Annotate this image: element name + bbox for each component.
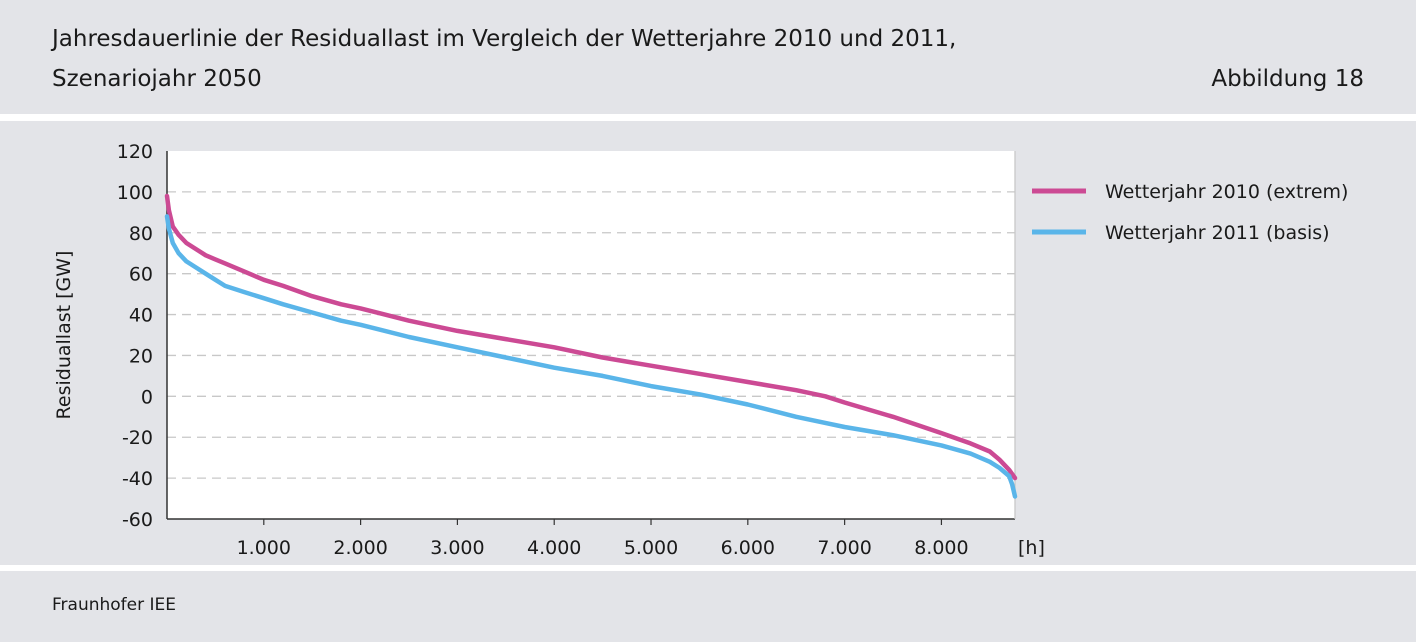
- footer-panel: Fraunhofer IEE: [0, 571, 1416, 642]
- y-tick-label: 40: [129, 305, 153, 327]
- x-tick-label: 7.000: [817, 537, 871, 559]
- chart-svg: 120 100 80 60 40 20 0 -20 -40 -60 1.000 2.000 3.000…: [53, 141, 1348, 559]
- series-lines: [164, 193, 1018, 499]
- y-tick-label: 20: [129, 345, 153, 367]
- y-tick-label: -60: [122, 509, 153, 531]
- chart-title-line-2: Szenariojahr 2050: [52, 66, 262, 92]
- x-tick-label: 1.000: [237, 537, 291, 559]
- x-tick-label: 5.000: [624, 537, 678, 559]
- axes: [166, 151, 1016, 525]
- series-line-1: [164, 214, 1018, 499]
- y-tick-label: -40: [122, 468, 153, 490]
- x-tick-label: 8.000: [914, 537, 968, 559]
- x-tick-label: 4.000: [527, 537, 581, 559]
- x-tick-label: 6.000: [721, 537, 775, 559]
- y-tick-labels: 120 100 80 60 40 20 0 -20 -40 -60: [117, 141, 153, 531]
- header-panel: Jahresdauerlinie der Residuallast im Ver…: [0, 0, 1416, 114]
- x-tick-label: 3.000: [430, 537, 484, 559]
- y-tick-label: 120: [117, 141, 153, 163]
- legend-label-2011: Wetterjahr 2011 (basis): [1105, 222, 1330, 244]
- series-line-0: [164, 193, 1018, 481]
- y-tick-label: 80: [129, 223, 153, 245]
- chart-title-line-1: Jahresdauerlinie der Residuallast im Ver…: [52, 26, 957, 52]
- x-tick-labels: 1.000 2.000 3.000 4.000 5.000 6.000 7.000 8.000: [237, 537, 969, 559]
- legend: Wetterjahr 2010 (extrem) Wetterjahr 2011…: [1032, 181, 1348, 244]
- x-axis-unit-label: [h]: [1018, 537, 1045, 559]
- figure-label: Abbildung 18: [1211, 66, 1364, 92]
- x-tick-label: 2.000: [333, 537, 387, 559]
- source-credit: Fraunhofer IEE: [52, 595, 177, 615]
- y-tick-label: 60: [129, 264, 153, 286]
- legend-label-2010: Wetterjahr 2010 (extrem): [1105, 181, 1348, 203]
- y-axis-label: Residuallast [GW]: [53, 251, 75, 420]
- y-tick-label: -20: [122, 427, 153, 449]
- y-tick-label: 100: [117, 182, 153, 204]
- y-tick-label: 0: [141, 386, 153, 408]
- chart-panel: 120 100 80 60 40 20 0 -20 -40 -60 1.000 2.000 3.000…: [0, 121, 1416, 565]
- plot-area: [167, 151, 1015, 519]
